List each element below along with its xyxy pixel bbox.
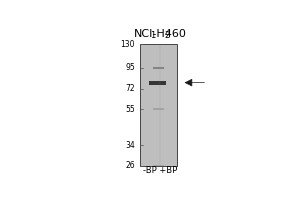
Bar: [140, 44, 177, 166]
Bar: [149, 81, 166, 85]
Text: 72: 72: [125, 84, 135, 93]
Text: 26: 26: [125, 161, 135, 170]
Text: 34: 34: [125, 141, 135, 150]
Bar: [153, 67, 164, 69]
Bar: [153, 165, 164, 166]
Bar: [153, 108, 164, 110]
Text: NCI-H460: NCI-H460: [134, 29, 187, 39]
Text: 95: 95: [125, 63, 135, 72]
Text: 130: 130: [121, 40, 135, 49]
Text: 1: 1: [150, 31, 155, 40]
Text: 2: 2: [164, 31, 169, 40]
Text: 55: 55: [125, 105, 135, 114]
Text: -BP +BP: -BP +BP: [142, 166, 177, 175]
